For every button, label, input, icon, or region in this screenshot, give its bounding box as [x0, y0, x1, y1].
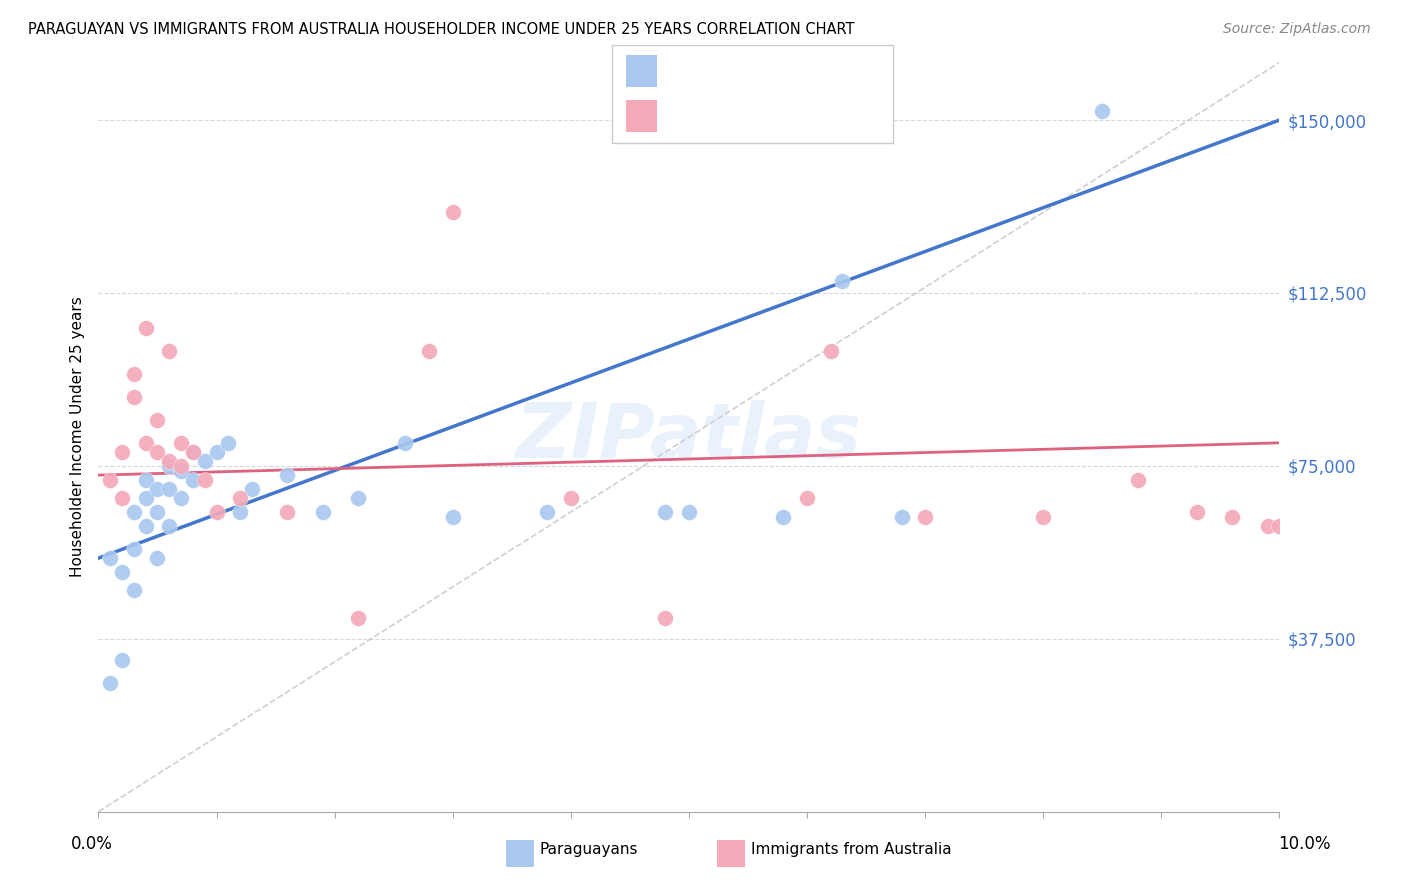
Point — [205, 445, 228, 459]
Point — [122, 367, 145, 381]
Point — [135, 435, 157, 450]
Text: N = 37: N = 37 — [773, 55, 831, 73]
Point — [394, 435, 416, 450]
Point — [146, 551, 169, 566]
Point — [111, 565, 134, 579]
Point — [181, 445, 204, 459]
Text: 0.0%: 0.0% — [70, 835, 112, 853]
Text: R = 0.553: R = 0.553 — [668, 55, 751, 73]
Point — [347, 491, 370, 505]
Point — [170, 458, 193, 473]
Point — [654, 611, 676, 625]
Point — [217, 435, 239, 450]
Text: R = 0.067: R = 0.067 — [668, 100, 751, 118]
Text: Paraguayans: Paraguayans — [540, 842, 638, 857]
Point — [111, 491, 134, 505]
Point — [312, 505, 335, 519]
Point — [441, 509, 464, 524]
Point — [135, 491, 157, 505]
Point — [536, 505, 558, 519]
Text: 10.0%: 10.0% — [1278, 835, 1331, 853]
Point — [135, 519, 157, 533]
Point — [796, 491, 818, 505]
Point — [122, 583, 145, 598]
Point — [229, 505, 252, 519]
Point — [194, 454, 217, 468]
Point — [170, 435, 193, 450]
Text: Immigrants from Australia: Immigrants from Australia — [751, 842, 952, 857]
Point — [111, 652, 134, 666]
Point — [170, 463, 193, 477]
Point — [560, 491, 582, 505]
Point — [98, 675, 121, 690]
Point — [1220, 509, 1243, 524]
Point — [1268, 519, 1291, 533]
Point — [181, 473, 204, 487]
Point — [347, 611, 370, 625]
Point — [194, 473, 217, 487]
Point — [157, 458, 180, 473]
Point — [276, 505, 298, 519]
Point — [122, 541, 145, 556]
Point — [1091, 103, 1114, 118]
Point — [157, 454, 180, 468]
Point — [157, 482, 180, 496]
Text: N = 32: N = 32 — [773, 100, 831, 118]
Point — [98, 473, 121, 487]
Point — [98, 551, 121, 566]
Point — [146, 482, 169, 496]
Point — [1257, 519, 1279, 533]
Point — [157, 343, 180, 358]
Text: ZIPatlas: ZIPatlas — [516, 401, 862, 474]
Y-axis label: Householder Income Under 25 years: Householder Income Under 25 years — [69, 297, 84, 577]
Point — [240, 482, 263, 496]
Point — [170, 491, 193, 505]
Point — [146, 413, 169, 427]
Point — [157, 519, 180, 533]
Text: PARAGUAYAN VS IMMIGRANTS FROM AUSTRALIA HOUSEHOLDER INCOME UNDER 25 YEARS CORREL: PARAGUAYAN VS IMMIGRANTS FROM AUSTRALIA … — [28, 22, 855, 37]
Point — [1185, 505, 1208, 519]
Point — [831, 275, 853, 289]
Point — [1126, 473, 1149, 487]
Point — [146, 505, 169, 519]
Point — [122, 505, 145, 519]
Point — [654, 505, 676, 519]
Point — [146, 445, 169, 459]
Point — [772, 509, 794, 524]
Point — [135, 320, 157, 334]
Point — [914, 509, 936, 524]
Point — [820, 343, 842, 358]
Point — [418, 343, 440, 358]
Point — [205, 505, 228, 519]
Point — [229, 491, 252, 505]
Point — [122, 390, 145, 404]
Point — [111, 445, 134, 459]
Point — [181, 445, 204, 459]
Point — [276, 468, 298, 483]
Point — [135, 473, 157, 487]
Text: Source: ZipAtlas.com: Source: ZipAtlas.com — [1223, 22, 1371, 37]
Point — [890, 509, 912, 524]
Point — [1032, 509, 1054, 524]
Point — [441, 205, 464, 219]
Point — [678, 505, 700, 519]
